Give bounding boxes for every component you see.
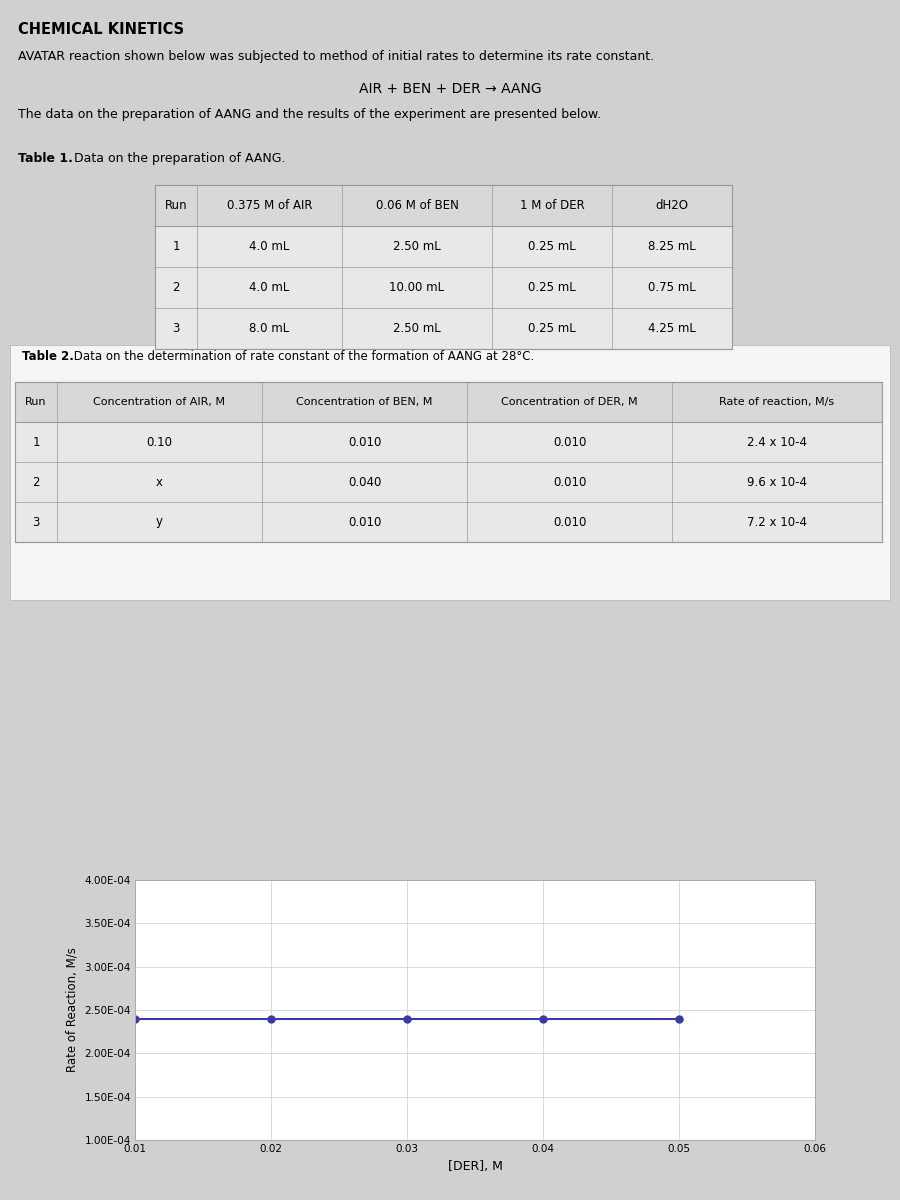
Point <box>726 218 737 233</box>
Text: x: x <box>156 475 163 488</box>
Text: 0.75 mL: 0.75 mL <box>648 281 696 294</box>
Point <box>726 218 737 233</box>
Text: 3: 3 <box>32 516 40 528</box>
Point <box>726 342 737 356</box>
Bar <box>155 226 732 266</box>
Point <box>487 342 498 356</box>
Text: 0.010: 0.010 <box>347 516 382 528</box>
Point <box>667 535 678 550</box>
Point <box>487 178 498 192</box>
Text: The data on the preparation of AANG and the results of the experiment are presen: The data on the preparation of AANG and … <box>18 108 601 121</box>
Point <box>256 535 267 550</box>
Text: 0.25 mL: 0.25 mL <box>528 281 576 294</box>
Text: dH2O: dH2O <box>655 199 688 212</box>
Point <box>726 178 737 192</box>
Point <box>462 374 472 389</box>
Text: 4.0 mL: 4.0 mL <box>249 281 290 294</box>
Text: 0.06 M of BEN: 0.06 M of BEN <box>375 199 458 212</box>
Text: 1: 1 <box>172 240 180 253</box>
Point <box>607 342 617 356</box>
Text: 9.6 x 10-4: 9.6 x 10-4 <box>747 475 807 488</box>
Text: Concentration of AIR, M: Concentration of AIR, M <box>94 397 226 407</box>
Point <box>10 374 21 389</box>
Bar <box>10 344 890 600</box>
Text: 0.010: 0.010 <box>553 436 586 449</box>
Text: 8.0 mL: 8.0 mL <box>249 322 290 335</box>
Text: 1: 1 <box>32 436 40 449</box>
Point <box>337 178 347 192</box>
Text: 1 M of DER: 1 M of DER <box>519 199 584 212</box>
Bar <box>155 308 732 349</box>
Point <box>149 218 160 233</box>
Point <box>337 342 347 356</box>
Text: 8.25 mL: 8.25 mL <box>648 240 696 253</box>
Point <box>51 535 62 550</box>
Text: 4.25 mL: 4.25 mL <box>648 322 696 335</box>
Text: 0.010: 0.010 <box>347 436 382 449</box>
Bar <box>155 185 732 349</box>
Text: 0.010: 0.010 <box>553 516 586 528</box>
Point <box>149 178 160 192</box>
Text: 2.50 mL: 2.50 mL <box>393 240 441 253</box>
Text: 0.25 mL: 0.25 mL <box>528 322 576 335</box>
Text: 7.2 x 10-4: 7.2 x 10-4 <box>747 516 807 528</box>
Text: 0.10: 0.10 <box>147 436 173 449</box>
Text: 0.010: 0.010 <box>553 475 586 488</box>
Text: 4.0 mL: 4.0 mL <box>249 240 290 253</box>
Point <box>149 218 160 233</box>
Text: 2: 2 <box>32 475 40 488</box>
Text: 3: 3 <box>172 322 180 335</box>
Point <box>149 342 160 356</box>
Text: 10.00 mL: 10.00 mL <box>390 281 445 294</box>
Point <box>877 374 887 389</box>
Text: Data on the preparation of AANG.: Data on the preparation of AANG. <box>70 152 285 164</box>
Bar <box>15 382 882 542</box>
Text: Run: Run <box>25 397 47 407</box>
Text: CHEMICAL KINETICS: CHEMICAL KINETICS <box>18 22 184 37</box>
Text: Rate of reaction, M/s: Rate of reaction, M/s <box>719 397 834 407</box>
Point <box>149 259 160 274</box>
Text: AVATAR reaction shown below was subjected to method of initial rates to determin: AVATAR reaction shown below was subjecte… <box>18 50 654 62</box>
Text: Data on the determination of rate constant of the formation of AANG at 28°C.: Data on the determination of rate consta… <box>70 350 535 362</box>
Point <box>10 535 21 550</box>
Point <box>667 374 678 389</box>
Point <box>149 301 160 316</box>
Text: 2: 2 <box>172 281 180 294</box>
Text: Table 2.: Table 2. <box>22 350 74 362</box>
Text: Concentration of BEN, M: Concentration of BEN, M <box>296 397 433 407</box>
Point <box>192 178 202 192</box>
Text: AIR + BEN + DER → AANG: AIR + BEN + DER → AANG <box>359 82 541 96</box>
Text: 0.375 M of AIR: 0.375 M of AIR <box>227 199 312 212</box>
Bar <box>155 185 732 226</box>
Text: 2.4 x 10-4: 2.4 x 10-4 <box>747 436 807 449</box>
Bar <box>15 382 882 422</box>
Bar <box>155 266 732 308</box>
Bar <box>15 422 882 462</box>
Text: Run: Run <box>165 199 187 212</box>
Text: 0.040: 0.040 <box>347 475 382 488</box>
Point <box>726 342 737 356</box>
Point <box>149 178 160 192</box>
Text: y: y <box>156 516 163 528</box>
Point <box>607 178 617 192</box>
Point <box>192 342 202 356</box>
Point <box>726 301 737 316</box>
Point <box>726 259 737 274</box>
Text: Concentration of DER, M: Concentration of DER, M <box>501 397 638 407</box>
Text: Table 1.: Table 1. <box>18 152 73 164</box>
Point <box>877 535 887 550</box>
Point <box>51 374 62 389</box>
Text: 0.25 mL: 0.25 mL <box>528 240 576 253</box>
Bar <box>15 462 882 502</box>
Point <box>726 178 737 192</box>
X-axis label: [DER], M: [DER], M <box>447 1159 502 1172</box>
Point <box>256 374 267 389</box>
Y-axis label: Rate of Reaction, M/s: Rate of Reaction, M/s <box>66 948 79 1073</box>
Point <box>462 535 472 550</box>
Text: 2.50 mL: 2.50 mL <box>393 322 441 335</box>
Point <box>149 342 160 356</box>
Bar <box>15 502 882 542</box>
